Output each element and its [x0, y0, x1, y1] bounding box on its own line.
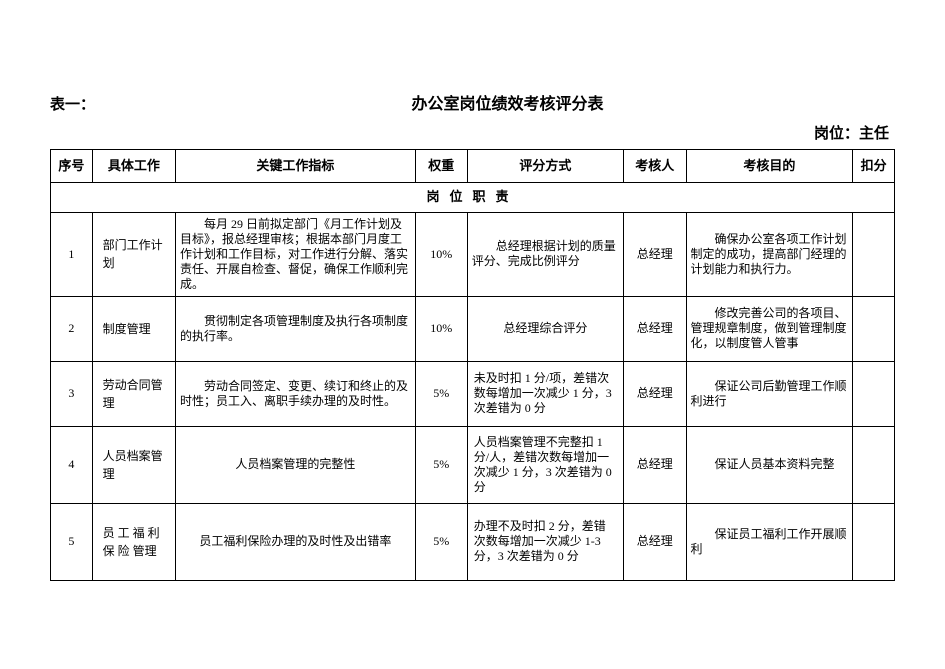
- col-seq: 序号: [51, 150, 93, 183]
- cell-assessor: 总经理: [624, 296, 687, 361]
- col-work: 具体工作: [92, 150, 175, 183]
- col-weight: 权重: [415, 150, 467, 183]
- cell-seq: 5: [51, 503, 93, 580]
- header-line: 表一： 办公室岗位绩效考核评分表: [50, 90, 895, 114]
- cell-assessor: 总经理: [624, 503, 687, 580]
- cell-weight: 10%: [415, 296, 467, 361]
- cell-work: 劳动合同管理: [92, 361, 175, 426]
- cell-key: 劳动合同签定、变更、续订和终止的及时性；员工入、离职手续办理的及时性。: [176, 361, 416, 426]
- assessment-table: 序号 具体工作 关键工作指标 权重 评分方式 考核人 考核目的 扣分 岗位职责 …: [50, 149, 895, 581]
- cell-seq: 2: [51, 296, 93, 361]
- col-scoring: 评分方式: [467, 150, 623, 183]
- table-row: 1 部门工作计划 每月 29 日前拟定部门《月工作计划及目标》，报总经理审核；根…: [51, 212, 895, 296]
- cell-deduct: [853, 212, 895, 296]
- table-row: 5 员 工 福 利 保 险 管理 员工福利保险办理的及时性及出错率 5% 办理不…: [51, 503, 895, 580]
- cell-key: 员工福利保险办理的及时性及出错率: [176, 503, 416, 580]
- cell-goal: 保证员工福利工作开展顺利: [686, 503, 853, 580]
- cell-key: 每月 29 日前拟定部门《月工作计划及目标》，报总经理审核；根据本部门月度工作计…: [176, 212, 416, 296]
- cell-work: 制度管理: [92, 296, 175, 361]
- col-deduct: 扣分: [853, 150, 895, 183]
- cell-assessor: 总经理: [624, 426, 687, 503]
- cell-work: 人员档案管理: [92, 426, 175, 503]
- section-row: 岗位职责: [51, 183, 895, 212]
- section-title: 岗位职责: [51, 183, 895, 212]
- table-header-row: 序号 具体工作 关键工作指标 权重 评分方式 考核人 考核目的 扣分: [51, 150, 895, 183]
- cell-key: 贯彻制定各项管理制度及执行各项制度的执行率。: [176, 296, 416, 361]
- cell-scoring: 人员档案管理不完整扣 1 分/人，差错次数每增加一次减少 1 分，3 次差错为 …: [467, 426, 623, 503]
- cell-scoring: 未及时扣 1 分/项，差错次数每增加一次减少 1 分，3 次差错为 0 分: [467, 361, 623, 426]
- table-row: 4 人员档案管理 人员档案管理的完整性 5% 人员档案管理不完整扣 1 分/人，…: [51, 426, 895, 503]
- cell-deduct: [853, 361, 895, 426]
- cell-goal: 保证公司后勤管理工作顺利进行: [686, 361, 853, 426]
- cell-goal: 保证人员基本资料完整: [686, 426, 853, 503]
- cell-weight: 10%: [415, 212, 467, 296]
- cell-deduct: [853, 503, 895, 580]
- cell-weight: 5%: [415, 426, 467, 503]
- cell-key: 人员档案管理的完整性: [176, 426, 416, 503]
- table-label: 表一：: [50, 93, 120, 114]
- cell-work: 部门工作计划: [92, 212, 175, 296]
- position-label: 岗位：主任: [50, 122, 895, 143]
- col-assessor: 考核人: [624, 150, 687, 183]
- cell-weight: 5%: [415, 361, 467, 426]
- cell-seq: 3: [51, 361, 93, 426]
- table-row: 3 劳动合同管理 劳动合同签定、变更、续订和终止的及时性；员工入、离职手续办理的…: [51, 361, 895, 426]
- cell-goal: 确保办公室各项工作计划制定的成功，提高部门经理的计划能力和执行力。: [686, 212, 853, 296]
- cell-assessor: 总经理: [624, 212, 687, 296]
- cell-seq: 4: [51, 426, 93, 503]
- cell-goal: 修改完善公司的各项目、管理规章制度，做到管理制度化，以制度管人管事: [686, 296, 853, 361]
- cell-scoring: 办理不及时扣 2 分，差错次数每增加一次减少 1-3 分，3 次差错为 0 分: [467, 503, 623, 580]
- cell-work: 员 工 福 利 保 险 管理: [92, 503, 175, 580]
- cell-assessor: 总经理: [624, 361, 687, 426]
- col-goal: 考核目的: [686, 150, 853, 183]
- cell-scoring: 总经理综合评分: [467, 296, 623, 361]
- cell-weight: 5%: [415, 503, 467, 580]
- cell-seq: 1: [51, 212, 93, 296]
- document-page: 表一： 办公室岗位绩效考核评分表 岗位：主任 序号 具体工作 关键工作指标 权重…: [0, 0, 945, 601]
- cell-deduct: [853, 426, 895, 503]
- cell-deduct: [853, 296, 895, 361]
- page-title: 办公室岗位绩效考核评分表: [120, 90, 895, 114]
- table-row: 2 制度管理 贯彻制定各项管理制度及执行各项制度的执行率。 10% 总经理综合评…: [51, 296, 895, 361]
- col-key: 关键工作指标: [176, 150, 416, 183]
- cell-scoring: 总经理根据计划的质量评分、完成比例评分: [467, 212, 623, 296]
